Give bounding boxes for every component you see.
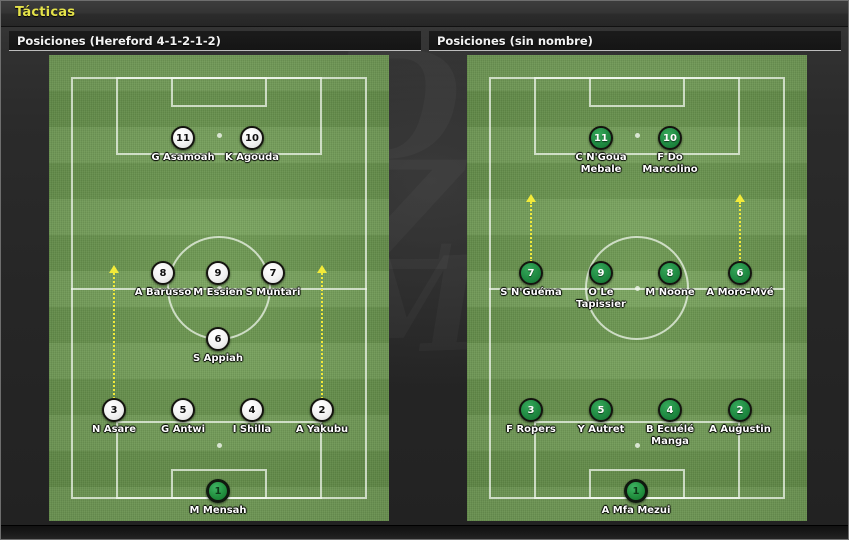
penalty-spot-bottom <box>216 443 222 448</box>
player-shirt-number: 11 <box>171 126 195 150</box>
player-shirt-number: 10 <box>240 126 264 150</box>
player-name-label: I Shilla <box>232 424 272 435</box>
left-panel-header-label: Posiciones (Hereford 4-1-2-1-2) <box>17 34 221 48</box>
player-name-label: M Noone <box>645 287 695 298</box>
right-pitch[interactable]: 11 C N'Goua Mebale 10 F Do Marcolino 7 S N'Guém… <box>467 55 807 521</box>
player-shirt-number: 5 <box>589 398 613 422</box>
title-bar: Tácticas <box>1 1 848 27</box>
player-name-label: O Le Tapissier <box>576 287 626 310</box>
penalty-spot-top <box>216 133 222 138</box>
player-name-label: A Moro-Mvé <box>706 287 774 298</box>
player-shirt-number: 7 <box>519 261 543 285</box>
run-arrow-shaft <box>113 273 115 399</box>
player-name-label: K Agouda <box>224 152 280 163</box>
player-name-label: M Mensah <box>189 505 247 516</box>
player-name-label: A Barusso <box>134 287 192 298</box>
player-name-label: Y Autret <box>577 424 625 435</box>
goal-area-top <box>171 77 267 107</box>
player-name-label: B Ecuélé Manga <box>646 424 694 447</box>
player-shirt-number: 10 <box>658 126 682 150</box>
player-shirt-number: 1 <box>206 479 230 503</box>
player-name-label: A Yakubu <box>295 424 349 435</box>
player-name-label: S Appiah <box>192 353 244 364</box>
player-name-label: G Antwi <box>161 424 205 435</box>
player-name-label: F Ropers <box>506 424 556 435</box>
player-shirt-number: 3 <box>102 398 126 422</box>
left-panel-header[interactable]: Posiciones (Hereford 4-1-2-1-2) <box>9 31 421 51</box>
player-name-label: A Mfa Mezui <box>601 505 671 516</box>
run-arrow-head-icon <box>109 265 119 273</box>
player-name-label: C N'Goua Mebale <box>575 152 627 175</box>
bottom-strip <box>1 525 848 539</box>
window-title: Tácticas <box>15 5 76 20</box>
player-shirt-number: 6 <box>206 327 230 351</box>
right-panel-header-label: Posiciones (sin nombre) <box>437 34 593 48</box>
player-name-label: N Asare <box>91 424 137 435</box>
player-name-label: G Asamoah <box>151 152 215 163</box>
player-shirt-number: 9 <box>206 261 230 285</box>
run-arrow-shaft <box>321 273 323 399</box>
player-shirt-number: 9 <box>589 261 613 285</box>
penalty-spot-top <box>634 133 640 138</box>
centre-spot <box>634 285 640 291</box>
player-shirt-number: 11 <box>589 126 613 150</box>
player-shirt-number: 5 <box>171 398 195 422</box>
player-name-label: M Essien <box>193 287 243 298</box>
player-name-label: S Muntari <box>245 287 301 298</box>
player-name-label: S N'Guéma <box>500 287 562 298</box>
centre-circle <box>585 236 689 340</box>
player-shirt-number: 8 <box>151 261 175 285</box>
player-name-label: F Do Marcolino <box>642 152 698 175</box>
right-panel-header[interactable]: Posiciones (sin nombre) <box>429 31 841 51</box>
player-shirt-number: 6 <box>728 261 752 285</box>
player-shirt-number: 8 <box>658 261 682 285</box>
player-name-label: A Augustin <box>709 424 771 435</box>
run-arrow-head-icon <box>735 194 745 202</box>
player-shirt-number: 1 <box>624 479 648 503</box>
player-shirt-number: 4 <box>240 398 264 422</box>
run-arrow-shaft <box>530 202 532 262</box>
player-shirt-number: 4 <box>658 398 682 422</box>
player-shirt-number: 2 <box>310 398 334 422</box>
centre-spot <box>216 285 222 291</box>
player-shirt-number: 2 <box>728 398 752 422</box>
goal-area-top <box>589 77 685 107</box>
run-arrow-shaft <box>739 202 741 262</box>
left-pitch[interactable]: 11 G Asamoah 10 K Agouda 8 A Barusso 9 M Essien… <box>49 55 389 521</box>
run-arrow-head-icon <box>526 194 536 202</box>
penalty-spot-bottom <box>634 443 640 448</box>
player-shirt-number: 7 <box>261 261 285 285</box>
run-arrow-head-icon <box>317 265 327 273</box>
player-shirt-number: 3 <box>519 398 543 422</box>
